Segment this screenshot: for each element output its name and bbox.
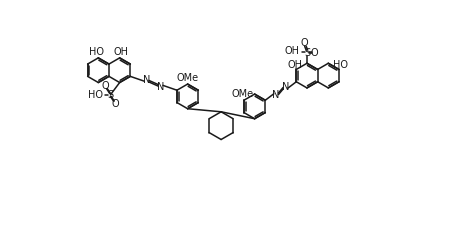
Text: O: O [311,48,319,58]
Text: HO: HO [89,47,104,57]
Text: OMe: OMe [176,73,199,83]
Text: OMe: OMe [231,89,254,99]
Text: HO: HO [333,60,348,70]
Text: OH: OH [287,60,302,70]
Text: OH: OH [284,46,299,56]
Text: S: S [304,48,310,58]
Text: O: O [102,81,110,91]
Text: O: O [300,38,308,48]
Text: N: N [157,82,165,92]
Text: OH: OH [114,47,129,57]
Text: S: S [107,90,113,100]
Text: N: N [282,82,289,92]
Text: N: N [143,75,150,85]
Text: O: O [111,99,119,109]
Text: N: N [272,90,280,100]
Text: HO: HO [88,90,103,100]
